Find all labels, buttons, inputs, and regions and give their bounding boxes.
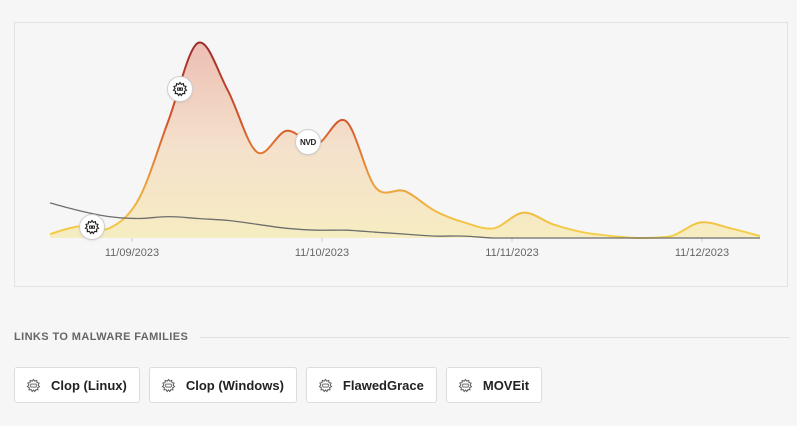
malware-icon (84, 219, 100, 235)
malware-event-marker[interactable] (79, 214, 105, 240)
series-1-area (50, 42, 760, 238)
malware-family-chip-clop-linux[interactable]: Clop (Linux) (14, 367, 140, 403)
chip-label: Clop (Linux) (51, 377, 127, 393)
x-tick-label: 11/09/2023 (104, 247, 160, 259)
malware-icon (26, 378, 41, 392)
malware-family-links: Clop (Linux) Clop (Windows) FlawedGrace … (14, 367, 543, 403)
nvd-marker-label: NVD (300, 137, 316, 147)
activity-chart: 11/09/2023 11/10/2023 11/11/2023 11/12/2… (14, 22, 788, 287)
chart-plot-area (49, 41, 761, 242)
malware-families-header: LINKS TO MALWARE FAMILIES (14, 330, 790, 344)
malware-family-chip-clop-windows[interactable]: Clop (Windows) (148, 367, 297, 403)
x-tick-label: 11/12/2023 (674, 247, 730, 259)
malware-icon (318, 378, 333, 392)
x-tick-label: 11/11/2023 (485, 247, 539, 259)
x-tick-label: 11/10/2023 (294, 247, 350, 259)
malware-family-chip-flawedgrace[interactable]: FlawedGrace (305, 367, 437, 403)
malware-icon (458, 378, 473, 392)
section-divider (200, 336, 790, 338)
malware-icon (161, 378, 176, 392)
series-2-line (49, 202, 760, 239)
chip-label: Clop (Windows) (185, 377, 284, 393)
chip-label: MOVEit (482, 377, 530, 393)
malware-event-marker[interactable] (167, 76, 193, 102)
nvd-event-marker[interactable]: NVD (295, 129, 321, 155)
malware-family-chip-moveit[interactable]: MOVEit (445, 367, 543, 403)
malware-icon (172, 81, 188, 97)
chip-label: FlawedGrace (342, 377, 424, 393)
section-title: LINKS TO MALWARE FAMILIES (14, 331, 189, 343)
